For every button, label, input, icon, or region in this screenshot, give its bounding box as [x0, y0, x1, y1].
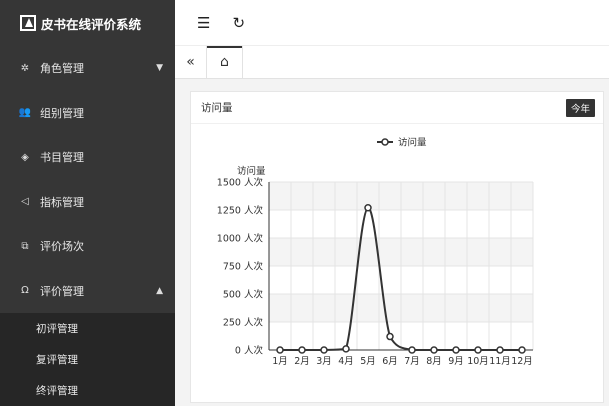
sidebar-item-sessions[interactable]: ⧉ 评价场次 [0, 224, 175, 269]
data-point [276, 346, 284, 354]
sidebar-item-indicators[interactable]: ◁ 指标管理 [0, 180, 175, 225]
edit-icon: ⧉ [21, 240, 29, 252]
x-tick-label: 7月 [404, 356, 420, 367]
x-tick-label: 12月 [511, 356, 533, 367]
x-tick-label: 10月 [467, 356, 489, 367]
data-point [430, 346, 438, 354]
data-point [386, 332, 394, 341]
data-point [342, 345, 350, 353]
x-tick-label: 4月 [338, 356, 354, 367]
data-point [518, 346, 526, 354]
sidebar-item-label: 评价管理 [40, 284, 84, 298]
data-point [320, 346, 328, 354]
data-point [364, 204, 372, 212]
sidebar: 皮书在线评价系统 ✲ 角色管理 ▼ 👥 组别管理 ◈ 书目管理 ◁ 指标管理 ⧉… [0, 0, 175, 406]
layers-icon: ◈ [21, 151, 29, 163]
app-title: 皮书在线评价系统 [41, 16, 142, 32]
year-badge[interactable]: 今年 [565, 98, 595, 117]
x-tick-label: 11月 [489, 356, 511, 367]
refresh-icon[interactable]: ↻ [232, 13, 246, 32]
y-tick-label: 750 人次 [223, 261, 264, 273]
y-tick-label: 1250 人次 [217, 205, 264, 217]
logo-icon [20, 15, 36, 31]
y-tick-label: 500 人次 [223, 289, 264, 301]
tab-bar: « ⌂ [175, 46, 609, 79]
menu-toggle-icon[interactable]: ☰ [197, 13, 211, 32]
headset-icon: Ω [21, 285, 29, 297]
legend-label: 访问量 [398, 137, 427, 149]
home-icon: ⌂ [220, 54, 229, 70]
sidebar-item-label: 角色管理 [40, 62, 84, 76]
x-tick-label: 9月 [448, 356, 464, 367]
y-axis-title: 访问量 [237, 165, 266, 177]
x-tick-label: 6月 [382, 356, 398, 367]
y-tick-label: 250 人次 [223, 317, 264, 329]
sidebar-subitem-initial[interactable]: 初评管理 [36, 323, 78, 335]
data-point [474, 346, 482, 354]
x-tick-label: 1月 [272, 356, 288, 367]
x-tick-label: 2月 [294, 356, 310, 367]
tab-home[interactable]: ⌂ [207, 46, 243, 78]
visits-line-chart: 0 人次 250 人次 500 人次 750 人次 1000 人次 1250 人次 1500… [217, 137, 534, 367]
y-tick-label: 0 人次 [235, 345, 264, 357]
caret-up-icon: ▲ [156, 285, 163, 296]
panel-header: 访问量 今年 [191, 92, 603, 124]
y-tick-label: 1500 人次 [217, 177, 264, 189]
sidebar-submenu: 初评管理 复评管理 终评管理 [0, 313, 175, 406]
send-icon: ◁ [21, 196, 29, 208]
data-point [496, 346, 504, 354]
sidebar-subitem-final[interactable]: 终评管理 [36, 385, 78, 397]
users-icon: 👥 [18, 107, 32, 119]
sidebar-item-label: 书目管理 [40, 151, 84, 165]
data-point [452, 346, 460, 354]
y-tick-label: 1000 人次 [217, 233, 264, 245]
sidebar-item-books[interactable]: ◈ 书目管理 [0, 135, 175, 180]
app-brand[interactable]: 皮书在线评价系统 [0, 0, 175, 46]
data-point [298, 346, 306, 354]
panel-title: 访问量 [201, 102, 233, 114]
topbar: ☰ ↻ [175, 0, 609, 46]
sidebar-item-label: 指标管理 [40, 195, 84, 209]
sidebar-item-evaluation[interactable]: Ω 评价管理 ▲ [0, 269, 175, 314]
visits-panel: 访问量 今年 0 人次 250 人次 500 人次 750 人次 1000 人次 1250… [190, 91, 604, 403]
caret-down-icon: ▼ [156, 63, 163, 74]
x-tick-label: 3月 [316, 356, 332, 367]
legend-swatch-marker [381, 138, 389, 146]
sidebar-item-label: 评价场次 [40, 240, 84, 254]
x-tick-label: 8月 [426, 356, 442, 367]
x-tick-label: 5月 [360, 356, 376, 367]
sidebar-subitem-review[interactable]: 复评管理 [36, 354, 78, 366]
gear-icon: ✲ [20, 62, 30, 74]
data-point [408, 346, 416, 354]
sidebar-item-label: 组别管理 [40, 106, 84, 120]
sidebar-item-roles[interactable]: ✲ 角色管理 ▼ [0, 46, 175, 91]
tab-scroll-left-icon[interactable]: « [175, 46, 207, 78]
sidebar-item-groups[interactable]: 👥 组别管理 [0, 91, 175, 136]
